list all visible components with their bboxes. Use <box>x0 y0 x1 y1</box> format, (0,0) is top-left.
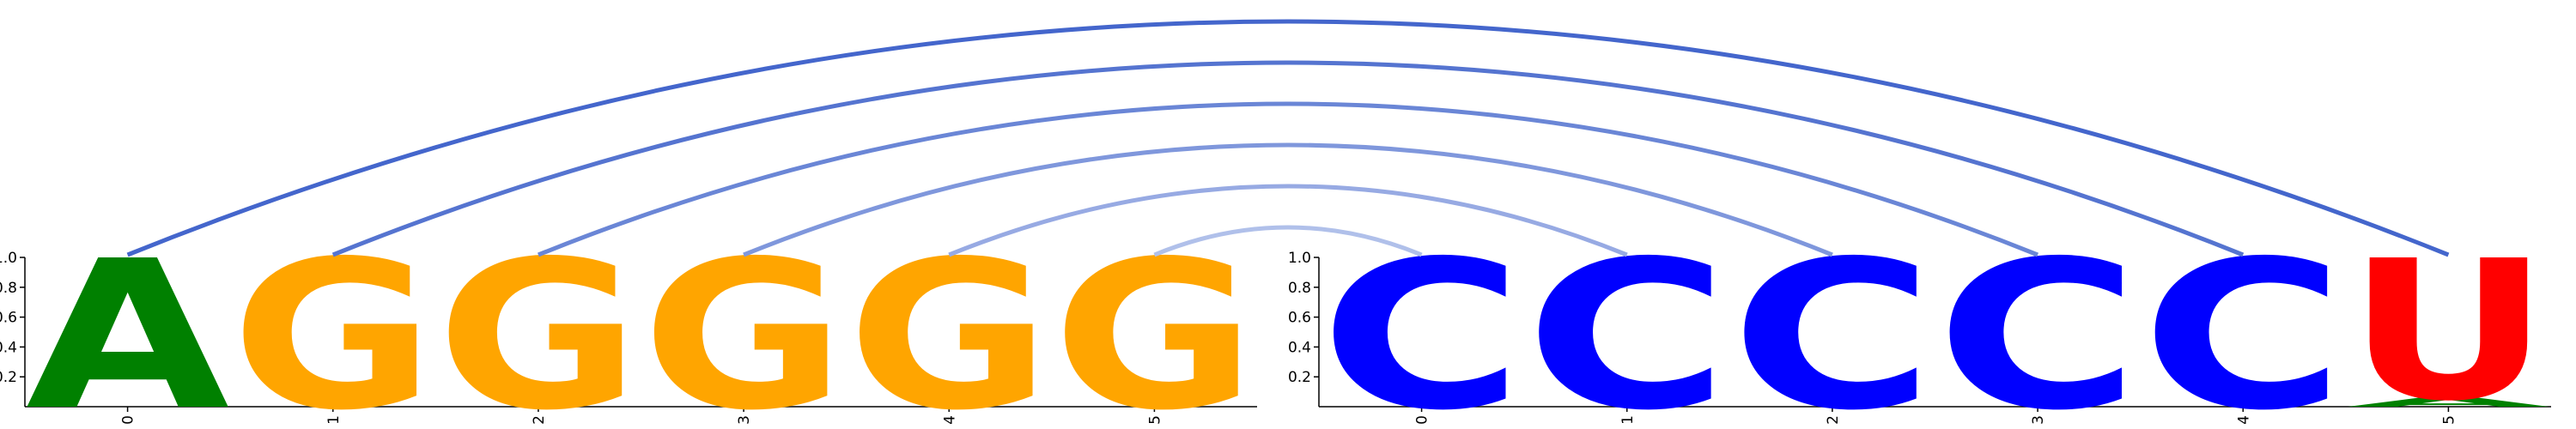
x-tick-label: 1 <box>1619 415 1637 425</box>
pair-arc <box>1153 225 1423 257</box>
letter-glyph: G <box>436 217 640 429</box>
x-tick-label: 0 <box>1414 415 1431 425</box>
x-tick-label: 4 <box>941 415 958 425</box>
pair-arc <box>743 142 1833 257</box>
y-tick-label: 1.0 <box>0 250 17 267</box>
y-tick-label: 0.8 <box>1288 280 1311 297</box>
y-tick-label: 1.0 <box>1288 250 1311 267</box>
y-tick-label: 0.6 <box>1288 310 1311 327</box>
letter-glyph: C <box>1936 217 2140 429</box>
x-tick-label: 3 <box>2030 415 2047 425</box>
x-tick-label: 4 <box>2235 415 2252 425</box>
letter-glyph: C <box>1525 217 1728 429</box>
pair-arc <box>126 19 2450 257</box>
x-tick-label: 0 <box>120 415 137 425</box>
y-tick-label: 0.6 <box>0 310 17 327</box>
y-tick-label: 0.4 <box>1288 339 1311 356</box>
letter-glyph: G <box>231 217 434 429</box>
pair-arc <box>331 60 2245 257</box>
letter-glyph: C <box>1730 217 1934 429</box>
x-tick-label: 2 <box>1825 415 1842 425</box>
x-tick-label: 5 <box>1146 415 1163 425</box>
y-tick-label: 0.2 <box>1288 369 1311 386</box>
x-tick-label: 2 <box>531 415 548 425</box>
x-tick-label: 1 <box>325 415 343 425</box>
letter-glyph: G <box>848 217 1051 429</box>
y-tick-label: 0.2 <box>0 369 17 386</box>
letter-glyph: A <box>2347 396 2550 410</box>
letter-glyph: G <box>642 217 846 429</box>
pair-arc <box>948 184 1628 257</box>
y-tick-label: 0.4 <box>0 339 17 356</box>
x-tick-label: 5 <box>2440 415 2458 425</box>
letter-glyph: U <box>2347 220 2550 429</box>
y-tick-label: 0.8 <box>0 280 17 297</box>
x-tick-label: 3 <box>736 415 753 425</box>
letter-glyph: A <box>26 217 229 429</box>
letter-glyph: G <box>1053 217 1256 429</box>
pair-arc <box>537 101 2039 257</box>
letter-glyph: C <box>1320 217 1523 429</box>
letter-glyph: C <box>2142 217 2345 429</box>
